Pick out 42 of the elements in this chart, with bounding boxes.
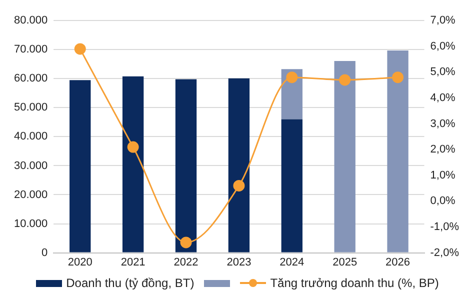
y-tick-label: 20.000 xyxy=(14,188,48,201)
y-tick-label: 50.000 xyxy=(14,102,48,114)
x-tick-label: 2025 xyxy=(332,256,358,268)
y2-tick-label: -1,0% xyxy=(430,221,460,234)
x-tick-label: 2022 xyxy=(174,256,198,268)
bar xyxy=(281,119,302,252)
point xyxy=(127,141,139,153)
y-tick-label: 10.000 xyxy=(14,218,48,230)
y2-tick-label: 3,0% xyxy=(430,118,456,130)
point xyxy=(286,72,298,84)
y2-tick-label: 7,0% xyxy=(430,14,456,27)
point xyxy=(392,72,404,84)
bar xyxy=(228,78,250,252)
y-tick-label: 40.000 xyxy=(14,130,48,143)
y-tick-label: 60.000 xyxy=(14,72,48,85)
x-tick-label: 2023 xyxy=(226,256,252,268)
point xyxy=(339,74,351,86)
y-tick-label: 30.000 xyxy=(14,160,48,172)
y2-tick-label: 6,0% xyxy=(430,40,456,52)
y2-tick-label: 2,0% xyxy=(430,144,456,156)
y2-tick-label: 4,0% xyxy=(430,92,456,104)
x-tick-label: 2021 xyxy=(120,256,146,268)
x-tick-label: 2026 xyxy=(386,256,410,268)
y-tick-label: 80.000 xyxy=(14,14,48,27)
legend-label: Doanh thu (tỷ đồng, BT) xyxy=(66,276,194,290)
bar xyxy=(175,79,197,252)
y-tick-label: 70.000 xyxy=(14,44,48,56)
bar xyxy=(387,50,408,252)
bar xyxy=(122,76,144,252)
y2-tick-label: 0,0% xyxy=(430,195,456,208)
x-tick-label: 2024 xyxy=(280,256,304,268)
point xyxy=(180,236,192,248)
bar xyxy=(70,80,91,252)
y2-tick-label: 5,0% xyxy=(430,66,456,78)
x-tick-label: 2020 xyxy=(68,256,92,268)
legend-label: Tăng trưởng doanh thu (%, BP) xyxy=(270,276,439,290)
point xyxy=(233,180,245,192)
y-tick-label: 0 xyxy=(42,246,48,259)
bar xyxy=(334,60,356,252)
y2-tick-label: 1,0% xyxy=(430,169,456,182)
point xyxy=(74,43,86,55)
y2-tick-label: -2,0% xyxy=(430,246,460,259)
